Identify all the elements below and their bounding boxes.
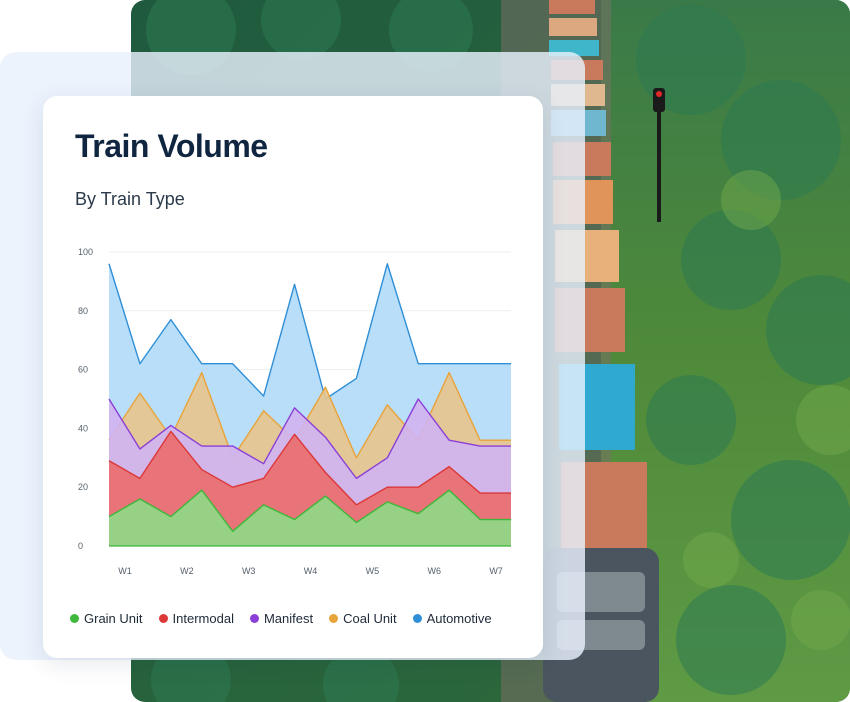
x-tick-label-w1: W1 — [118, 566, 132, 576]
y-tick-label-80: 80 — [78, 306, 88, 316]
legend-swatch-automotive — [412, 614, 422, 623]
y-tick-label-100: 100 — [78, 247, 93, 257]
legend-item-grain-unit: Grain Unit — [70, 611, 143, 626]
line-intermodal — [108, 430, 511, 506]
y-tick-label-60: 60 — [78, 365, 88, 375]
legend-item-automotive: Automotive — [412, 611, 492, 626]
line-automotive — [108, 263, 511, 400]
legend-label-grain-unit: Grain Unit — [84, 611, 143, 626]
area-chart: 0 20 40 60 80 100 W1 W2 W3 W4 W5 W6 W7 — [78, 247, 511, 576]
y-tick-label-20: 20 — [78, 482, 88, 492]
legend-label-automotive: Automotive — [426, 611, 492, 626]
x-tick-label-w5: W5 — [366, 566, 380, 576]
legend-item-manifest: Manifest — [249, 611, 314, 626]
legend-swatch-intermodal — [158, 614, 168, 623]
chart-subtitle: By Train Type — [75, 189, 185, 209]
x-tick-label-w4: W4 — [304, 566, 318, 576]
legend-item-intermodal: Intermodal — [158, 611, 234, 626]
x-tick-label-w2: W2 — [180, 566, 194, 576]
area-grain-unit — [109, 490, 511, 546]
chart-title: Train Volume — [75, 128, 268, 164]
line-grain-unit — [108, 489, 511, 532]
legend-swatch-manifest — [249, 614, 259, 623]
y-tick-label-0: 0 — [78, 541, 83, 551]
legend-swatch-grain-unit — [70, 614, 79, 623]
legend-label-manifest: Manifest — [263, 611, 314, 626]
line-coal-unit — [108, 371, 511, 459]
legend-swatch-coal-unit — [329, 614, 339, 623]
chart-legend: Grain Unit Intermodal Manifest Coal Unit Aut… — [70, 611, 492, 626]
legend-item-coal-unit: Coal Unit — [329, 611, 397, 626]
line-manifest — [108, 398, 511, 480]
x-tick-label-w3: W3 — [242, 566, 256, 576]
x-tick-label-w7: W7 — [489, 566, 503, 576]
x-tick-label-w6: W6 — [427, 566, 441, 576]
legend-label-coal-unit: Coal Unit — [343, 611, 397, 626]
y-tick-label-40: 40 — [78, 423, 88, 433]
legend-label-intermodal: Intermodal — [172, 611, 234, 626]
